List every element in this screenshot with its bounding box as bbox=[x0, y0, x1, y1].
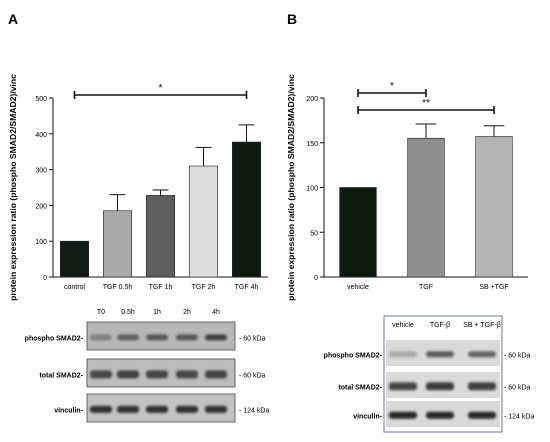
blot-row-label: phospho SMAD2- bbox=[324, 352, 383, 359]
blot-row-label: vinculin- bbox=[353, 413, 382, 420]
blot-size-label: - 124 kDa bbox=[239, 407, 269, 414]
blot-lane-label: vehicle bbox=[392, 322, 414, 329]
x-tick-label: SB +TGF bbox=[479, 284, 508, 291]
blot-row-label: total SMAD2- bbox=[39, 372, 83, 379]
blot-band bbox=[117, 370, 139, 379]
blot-size-label: - 60 kDa bbox=[239, 335, 266, 342]
bar-a-3 bbox=[189, 165, 218, 278]
blot-band bbox=[117, 334, 139, 341]
significance-marker: * bbox=[159, 83, 163, 94]
blot-band bbox=[146, 334, 168, 341]
blot-band bbox=[117, 405, 139, 413]
bar-a-0 bbox=[60, 240, 89, 278]
significance-marker: * bbox=[390, 81, 394, 92]
blot-row-label: total SMAD2- bbox=[338, 384, 382, 391]
blot-lane-label: T0 bbox=[97, 309, 105, 316]
y-axis-title: protein expression ratio (phospho SMAD2/… bbox=[8, 74, 18, 301]
blot-lane-label: 1h bbox=[153, 309, 161, 316]
blot-frame bbox=[383, 315, 503, 433]
blot-band bbox=[389, 382, 417, 391]
blot-band bbox=[176, 370, 198, 379]
x-tick-label: TGF 0.5h bbox=[103, 284, 133, 291]
blot-size-label: - 60 kDa bbox=[504, 352, 531, 359]
x-tick-label: TGF 4h bbox=[235, 284, 259, 291]
blot-row-label: vinculin- bbox=[54, 407, 83, 414]
x-tick-label: TGF 1h bbox=[149, 284, 173, 291]
blot-size-label: - 124 kDa bbox=[504, 413, 534, 420]
significance-marker: ** bbox=[422, 98, 430, 109]
blot-lane-label: 4h bbox=[212, 309, 220, 316]
panel-b-letter: B bbox=[287, 11, 297, 27]
x-tick-label: TGF bbox=[419, 284, 433, 291]
blot-band bbox=[205, 405, 227, 413]
blot-band bbox=[426, 351, 454, 358]
blot-band bbox=[205, 334, 227, 341]
blot-band bbox=[90, 334, 112, 341]
y-tick-label: 200 bbox=[35, 203, 47, 210]
blot-lane-label: SB + TGF-β bbox=[463, 322, 501, 329]
blot-lane-label: TGF-β bbox=[430, 322, 450, 329]
blot-band bbox=[176, 334, 198, 341]
bar-b-0 bbox=[339, 187, 377, 278]
blot-panel-b: vehicle TGF-β SB + TGF-β phospho SMAD2- - 60… bbox=[324, 315, 534, 433]
x-tick-label: TGF 2h bbox=[192, 284, 216, 291]
blot-band bbox=[389, 351, 417, 358]
blot-lane-label: 0.5h bbox=[121, 309, 135, 316]
bar-b-2 bbox=[475, 136, 513, 278]
blot-band bbox=[146, 370, 168, 379]
y-tick-label: 500 bbox=[35, 96, 47, 103]
blot-panel-a: T0 0.5h 1h 2h 4h phospho SMAD2- - 60 kDa total … bbox=[25, 309, 269, 423]
y-tick-label: 200 bbox=[306, 96, 318, 103]
blot-band bbox=[176, 405, 198, 413]
blot-row-label: phospho SMAD2- bbox=[25, 335, 84, 342]
blot-band bbox=[90, 370, 112, 379]
blot-size-label: - 60 kDa bbox=[239, 372, 266, 379]
y-tick-label: 0 bbox=[314, 275, 318, 282]
x-tick-label: vehicle bbox=[347, 284, 369, 291]
blot-band bbox=[426, 382, 454, 391]
blot-band bbox=[468, 351, 496, 358]
bar-a-2 bbox=[146, 195, 175, 278]
bar-a-4 bbox=[232, 141, 261, 278]
blot-band bbox=[90, 405, 112, 413]
x-tick-label: control bbox=[64, 284, 85, 291]
bar-a-1 bbox=[103, 210, 132, 278]
y-tick-label: 100 bbox=[306, 186, 318, 193]
y-tick-label: 50 bbox=[310, 230, 318, 237]
blot-band bbox=[468, 382, 496, 391]
blot-band bbox=[426, 411, 454, 419]
y-tick-label: 0 bbox=[43, 275, 47, 282]
y-tick-label: 300 bbox=[35, 168, 47, 175]
panel-a-letter: A bbox=[8, 11, 18, 27]
blot-band bbox=[468, 411, 496, 419]
bar-b-1 bbox=[407, 137, 445, 278]
chart-panel-a: 0 100 200 300 400 500 protein expression ratio… bbox=[8, 74, 268, 301]
blot-band bbox=[389, 411, 417, 419]
y-tick-label: 150 bbox=[306, 141, 318, 148]
chart-panel-b: 0 50 100 150 200 protein expression ratio (ph… bbox=[286, 74, 528, 301]
y-tick-label: 400 bbox=[35, 132, 47, 139]
blot-lane-label: 2h bbox=[183, 309, 191, 316]
y-axis-title: protein expression ratio (phospho SMAD2/… bbox=[286, 74, 296, 301]
y-tick-label: 100 bbox=[35, 239, 47, 246]
blot-size-label: - 60 kDa bbox=[504, 384, 531, 391]
blot-band bbox=[146, 405, 168, 413]
blot-band bbox=[205, 370, 227, 379]
